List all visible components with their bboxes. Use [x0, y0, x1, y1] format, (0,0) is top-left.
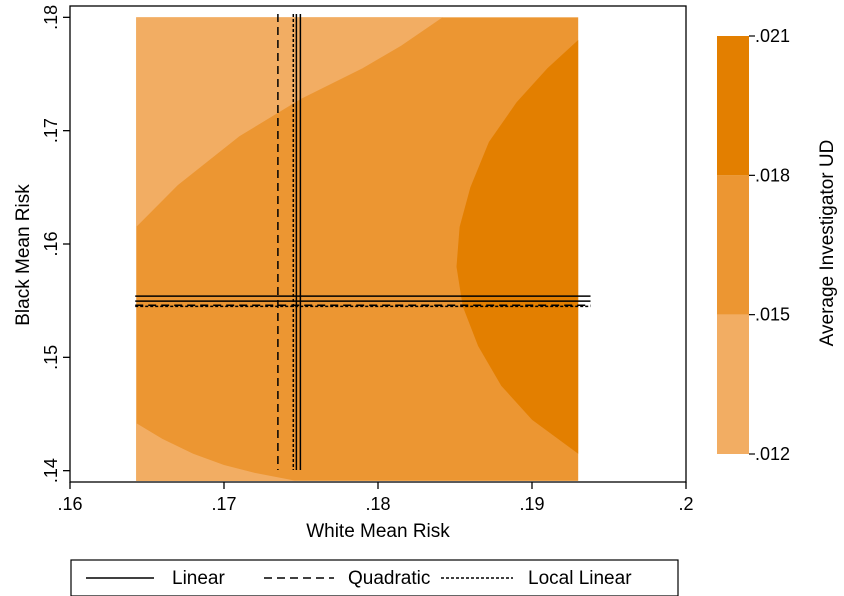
- plot-area: [69, 5, 687, 483]
- contour-region-low-0: [136, 17, 443, 227]
- contour-region-high-2: [456, 40, 579, 454]
- legend-label-linear: Linear: [172, 568, 225, 589]
- y-axis: .14 .15 .16 .17 .18: [41, 5, 70, 483]
- x-tick-label: .17: [211, 494, 236, 514]
- colorbar-tick-label: .021: [755, 26, 790, 46]
- y-tick-label: .15: [41, 345, 61, 370]
- colorbar-band-1: [717, 175, 749, 315]
- x-axis-title: White Mean Risk: [306, 521, 450, 542]
- colorbar-tick-label: .015: [755, 305, 790, 325]
- colorbar-band-2: [717, 36, 749, 176]
- colorbar-tick-label: .012: [755, 444, 790, 464]
- x-tick-label: .19: [519, 494, 544, 514]
- colorbar-band-0: [717, 314, 749, 454]
- y-axis-title: Black Mean Risk: [13, 184, 34, 326]
- x-axis: .16 .17 .18 .19 .2: [57, 482, 694, 514]
- colorbar: .012 .015 .018 .021: [717, 26, 790, 464]
- y-tick-label: .14: [41, 458, 61, 483]
- colorbar-tick-label: .018: [755, 165, 790, 185]
- legend-label-local-linear: Local Linear: [528, 568, 632, 589]
- x-tick-label: .16: [57, 494, 82, 514]
- legend-box: [70, 559, 679, 596]
- y-tick-label: .18: [41, 5, 61, 30]
- x-tick-label: .2: [678, 494, 693, 514]
- y-tick-label: .16: [41, 231, 61, 256]
- colorbar-title: Average Investigator UD: [817, 140, 838, 347]
- legend-label-quadratic: Quadratic: [348, 568, 430, 589]
- contour-region-low-1: [136, 423, 297, 481]
- legend: Linear Quadratic Local Linear: [70, 559, 679, 596]
- y-tick-label: .17: [41, 118, 61, 143]
- x-tick-label: .18: [365, 494, 390, 514]
